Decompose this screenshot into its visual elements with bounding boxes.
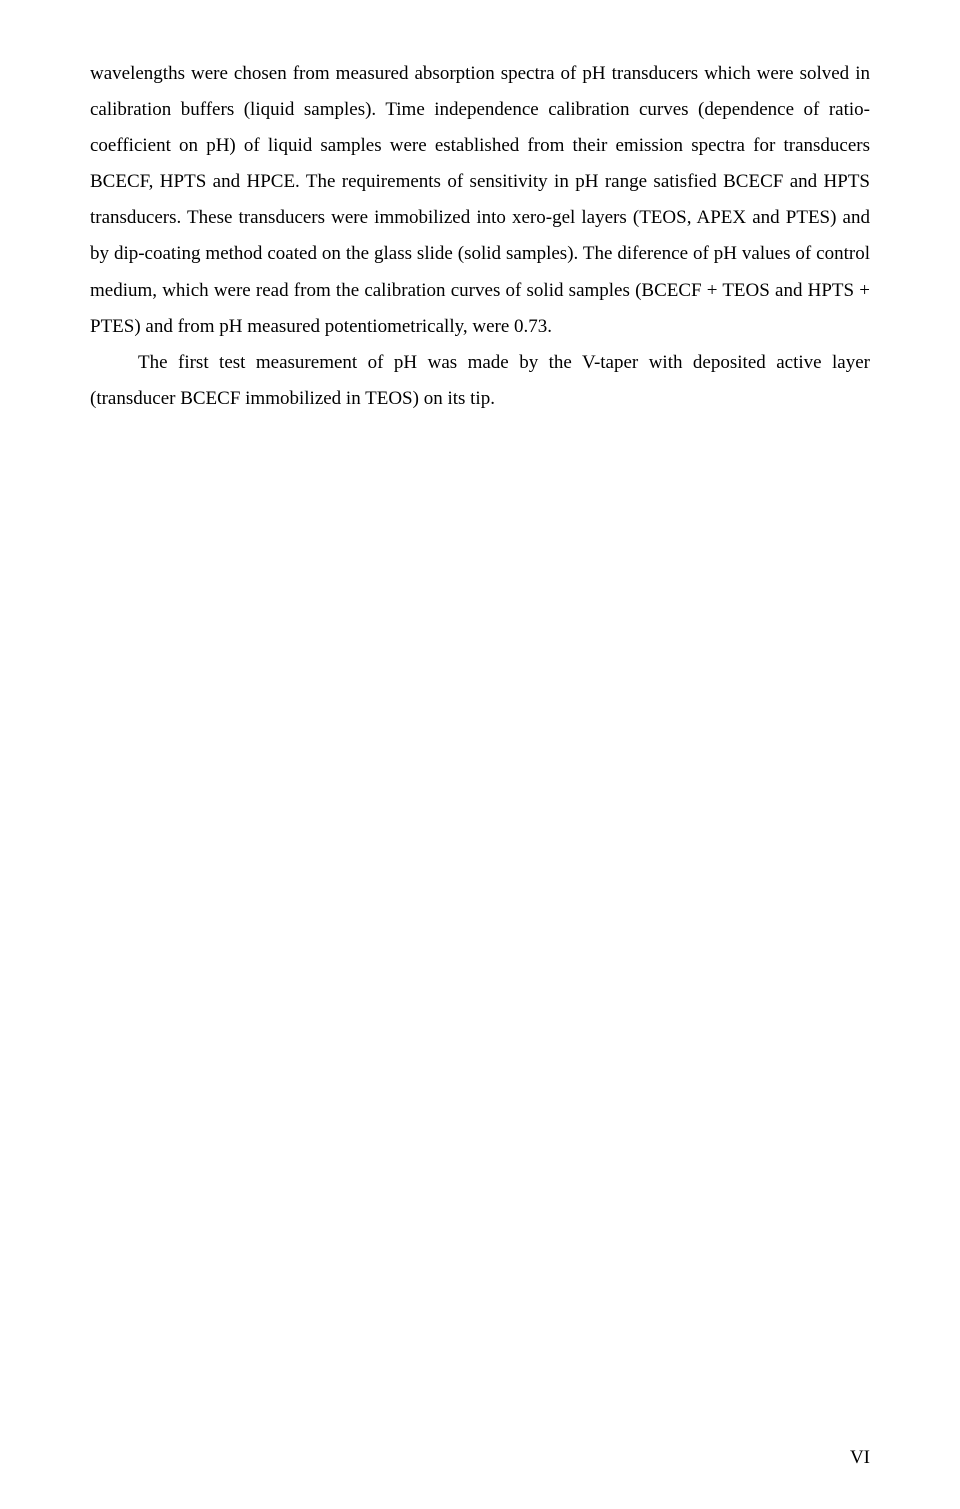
paragraph-2: The first test measurement of pH was mad… [90, 345, 870, 417]
paragraph-1: wavelengths were chosen from measured ab… [90, 56, 870, 345]
page-container: wavelengths were chosen from measured ab… [0, 0, 960, 1509]
page-number: VI [850, 1447, 870, 1469]
body-text-block: wavelengths were chosen from measured ab… [90, 56, 870, 417]
